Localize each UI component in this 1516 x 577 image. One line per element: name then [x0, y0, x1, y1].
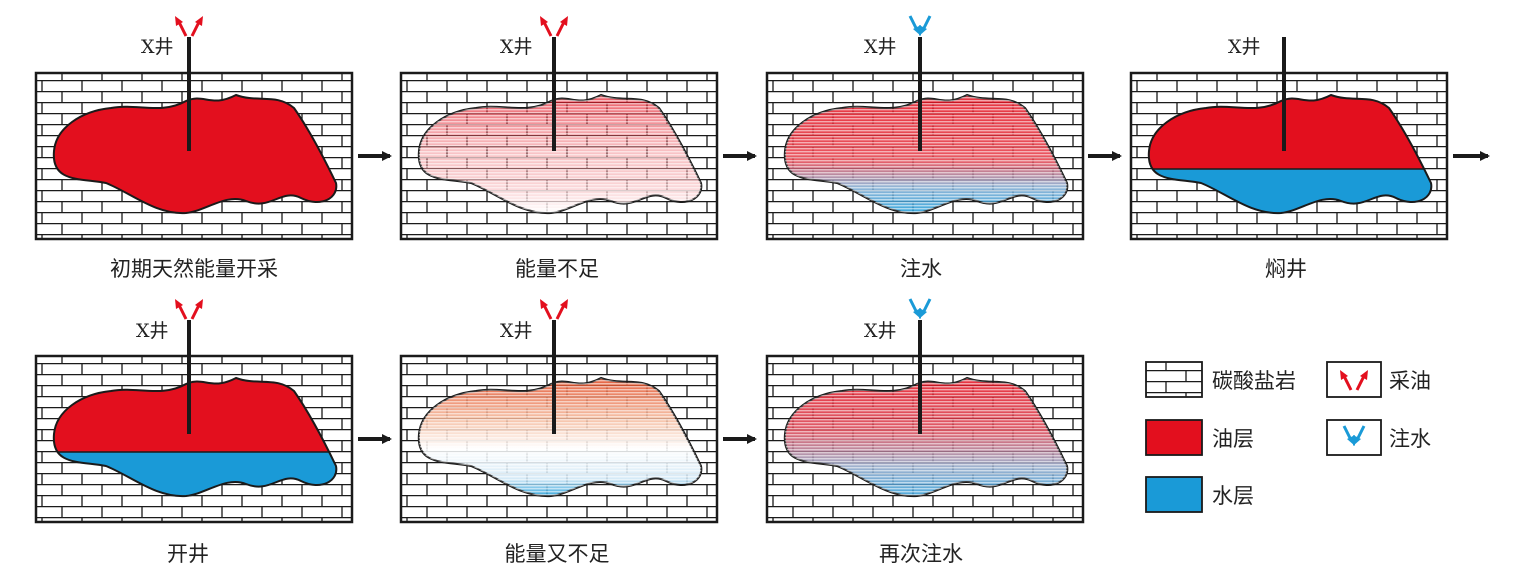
panel-label: 能量又不足 [505, 542, 610, 566]
panel-initial-production [34, 37, 354, 241]
panel-soak [1129, 37, 1449, 241]
well-label: X井 [136, 320, 169, 342]
legend-label: 碳酸盐岩 [1212, 369, 1296, 393]
produce-arrow-icon [540, 299, 568, 320]
panel-label: 再次注水 [879, 542, 963, 566]
panel-label: 初期天然能量开采 [110, 257, 278, 281]
legend-label: 水层 [1212, 484, 1254, 508]
inject-arrow-icon [908, 298, 932, 319]
panel-label: 注水 [900, 257, 942, 281]
panel-re-injection [765, 320, 1085, 524]
panel-water-injection [765, 37, 1085, 241]
panel-label: 焖井 [1265, 257, 1307, 281]
panel-energy-insufficient-again [399, 320, 719, 524]
legend-label: 油层 [1212, 427, 1254, 451]
panel-label: 能量不足 [515, 257, 599, 281]
inject-arrow-icon [1342, 425, 1366, 446]
legend-produce: 采油 [1326, 361, 1431, 398]
well-label: X井 [141, 36, 174, 58]
well-label: X井 [864, 36, 897, 58]
well-label: X井 [500, 320, 533, 342]
inject-arrow-icon [908, 15, 932, 36]
legend-label: 注水 [1389, 427, 1431, 451]
well-label: X井 [1228, 36, 1261, 58]
well-label: X井 [864, 320, 897, 342]
oil-swatch-icon [1145, 419, 1203, 456]
produce-arrow-icon [175, 16, 203, 37]
legend-oil: 油层 [1145, 419, 1254, 456]
panel-energy-insufficient [399, 37, 719, 241]
panel-label: 开井 [167, 542, 209, 566]
legend-carbonate: 碳酸盐岩 [1145, 361, 1296, 398]
legend-label: 采油 [1389, 369, 1431, 393]
produce-arrow-icon [540, 16, 568, 37]
legend-water: 水层 [1145, 476, 1254, 513]
carbonate-swatch-icon [1145, 361, 1203, 398]
produce-arrow-icon [175, 299, 203, 320]
produce-arrow-icon [1340, 370, 1368, 391]
well-label: X井 [500, 36, 533, 58]
legend: 碳酸盐岩 采油 油层 注水 [1145, 361, 1431, 513]
water-swatch-icon [1145, 476, 1203, 513]
legend-inject: 注水 [1326, 419, 1431, 456]
panel-reopen [34, 320, 354, 524]
